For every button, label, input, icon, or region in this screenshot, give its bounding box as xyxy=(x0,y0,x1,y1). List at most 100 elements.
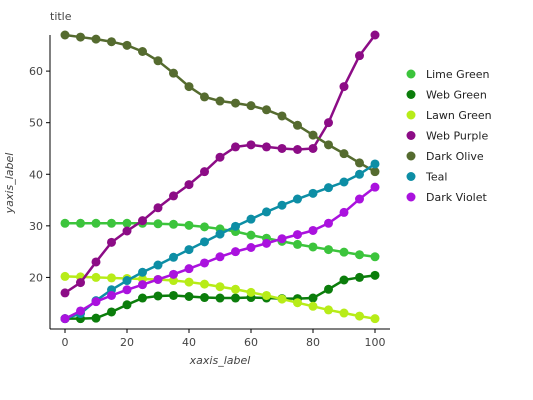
data-point xyxy=(122,218,132,228)
legend-item: Dark Olive xyxy=(406,150,484,163)
data-point xyxy=(277,294,287,304)
data-point xyxy=(246,214,256,224)
data-point xyxy=(91,34,101,44)
data-point xyxy=(184,82,194,92)
data-point xyxy=(246,101,256,111)
data-point xyxy=(60,271,70,281)
data-point xyxy=(107,237,116,247)
data-point xyxy=(262,207,271,217)
x-tick-label: 0 xyxy=(62,336,69,349)
data-point xyxy=(169,219,178,229)
legend-marker xyxy=(406,110,416,120)
data-point xyxy=(231,142,240,152)
data-point xyxy=(231,247,240,257)
data-point xyxy=(76,278,85,288)
data-point xyxy=(293,298,302,308)
data-point xyxy=(200,92,209,102)
legend-marker xyxy=(406,131,416,140)
legend: Lime Green Web Green Lawn Green Web Purple D… xyxy=(406,68,492,204)
data-point xyxy=(231,221,240,231)
data-point xyxy=(169,191,178,201)
legend-item: Web Green xyxy=(406,89,487,102)
data-point xyxy=(200,279,209,289)
data-point xyxy=(91,218,101,228)
data-point xyxy=(370,159,380,169)
data-point xyxy=(293,145,302,155)
data-point xyxy=(184,180,194,190)
data-point xyxy=(215,152,225,162)
data-point xyxy=(339,177,349,187)
legend-label: Web Green xyxy=(426,89,487,102)
data-point xyxy=(293,120,302,130)
data-point xyxy=(153,274,163,284)
data-point xyxy=(60,30,70,40)
plot-area xyxy=(60,30,380,324)
data-point xyxy=(91,297,101,307)
y-tick-label: 20 xyxy=(29,271,43,284)
legend-label: Web Purple xyxy=(426,130,488,143)
data-point xyxy=(355,272,364,282)
data-point xyxy=(262,105,271,115)
x-tick-label: 20 xyxy=(120,336,134,349)
data-point xyxy=(293,194,302,204)
data-point xyxy=(76,306,85,316)
data-point xyxy=(355,311,364,321)
data-point xyxy=(308,130,318,140)
data-point xyxy=(262,142,271,152)
data-point xyxy=(60,314,70,324)
data-point xyxy=(262,290,271,300)
legend-marker xyxy=(406,192,416,202)
data-point xyxy=(262,238,271,248)
data-point xyxy=(246,243,256,253)
data-point xyxy=(76,32,85,42)
data-point xyxy=(138,216,147,226)
data-point xyxy=(107,37,116,47)
data-point xyxy=(246,287,256,297)
data-point xyxy=(324,140,333,150)
data-point xyxy=(355,158,364,168)
legend-item: Web Purple xyxy=(406,130,488,143)
data-point xyxy=(138,267,147,277)
data-point xyxy=(370,270,380,280)
data-point xyxy=(339,207,349,217)
x-tick-label: 40 xyxy=(182,336,196,349)
data-point xyxy=(370,30,380,40)
data-point xyxy=(215,293,225,303)
data-point xyxy=(169,290,178,300)
legend-marker xyxy=(406,90,416,99)
y-tick-label: 60 xyxy=(29,65,43,78)
data-point xyxy=(324,183,333,193)
data-point xyxy=(153,219,163,229)
data-point xyxy=(200,222,209,232)
series-dark-olive xyxy=(60,30,380,177)
data-point xyxy=(339,308,349,318)
data-point xyxy=(122,40,132,50)
data-point xyxy=(138,47,147,57)
data-point xyxy=(91,272,101,282)
data-point xyxy=(246,230,256,240)
data-point xyxy=(107,273,116,283)
data-point xyxy=(355,51,364,61)
data-point xyxy=(153,203,163,213)
axes xyxy=(49,35,390,330)
data-point xyxy=(308,242,318,252)
data-point xyxy=(184,220,194,230)
data-point xyxy=(138,280,147,290)
data-point xyxy=(215,229,225,239)
x-ticks: 0 20 40 60 80 100 xyxy=(62,329,386,349)
data-point xyxy=(324,245,333,255)
data-point xyxy=(184,245,194,255)
data-point xyxy=(277,111,287,121)
data-point xyxy=(308,225,318,235)
data-point xyxy=(215,282,225,292)
data-point xyxy=(60,288,70,298)
data-point xyxy=(169,276,178,286)
data-point xyxy=(184,264,194,274)
data-point xyxy=(200,258,209,268)
x-tick-label: 100 xyxy=(365,336,386,349)
data-point xyxy=(122,300,132,310)
data-point xyxy=(277,200,287,210)
data-point xyxy=(339,275,349,285)
y-tick-label: 30 xyxy=(29,220,43,233)
data-point xyxy=(153,56,163,66)
